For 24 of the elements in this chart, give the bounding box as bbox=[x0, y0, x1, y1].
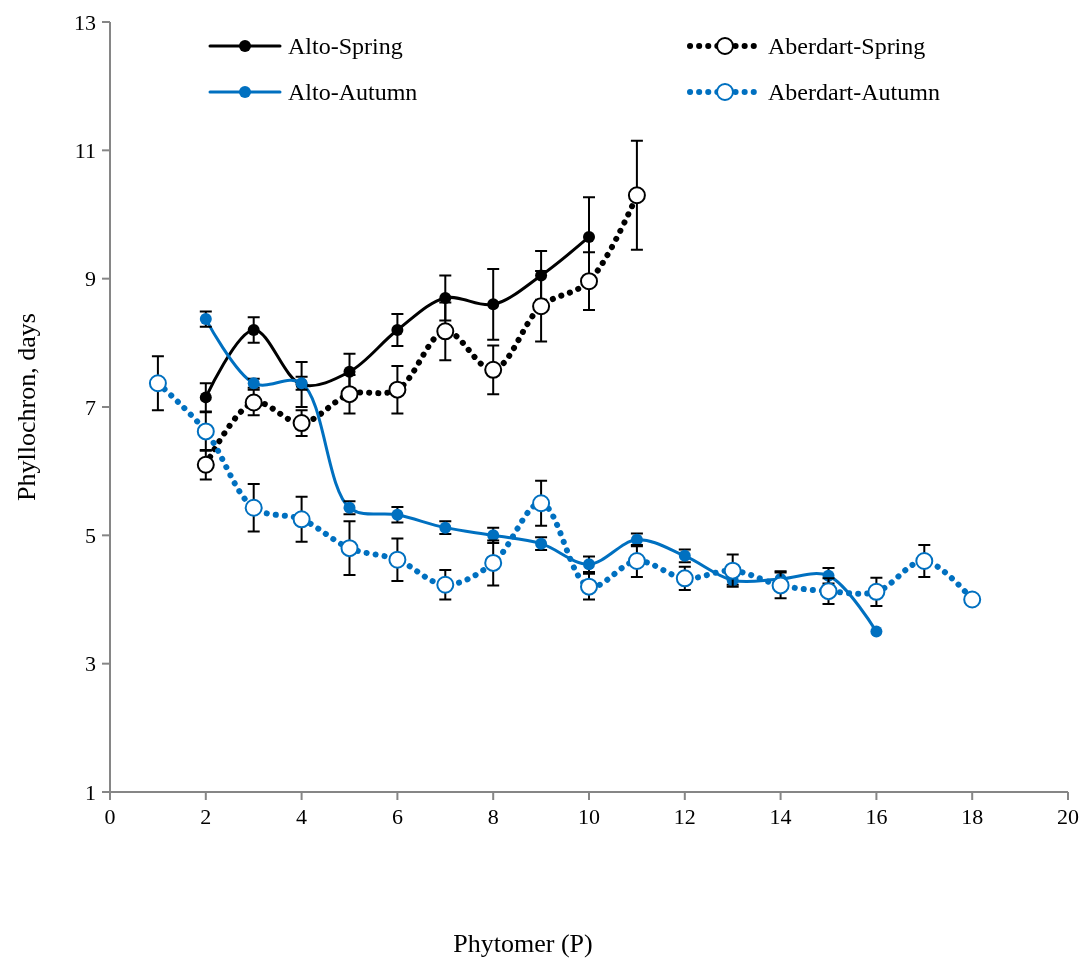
x-tick-label: 8 bbox=[487, 804, 499, 829]
y-tick-label: 5 bbox=[85, 523, 96, 549]
y-tick-label: 9 bbox=[85, 266, 96, 292]
x-tick-label: 0 bbox=[104, 804, 116, 829]
legend-label: Alto-Autumn bbox=[288, 79, 418, 106]
x-axis-title: Phytomer (P) bbox=[453, 929, 593, 958]
x-tick-label: 2 bbox=[200, 804, 212, 829]
y-axis-title: Phyllochron, days bbox=[12, 313, 41, 501]
x-tick-label: 18 bbox=[961, 804, 984, 829]
legend-label: Alto-Spring bbox=[288, 33, 403, 60]
x-tick-label: 6 bbox=[391, 804, 403, 829]
y-tick-label: 11 bbox=[74, 138, 96, 164]
x-tick-label: 14 bbox=[769, 804, 792, 829]
y-tick-label: 1 bbox=[85, 779, 96, 805]
x-tick-label: 10 bbox=[578, 804, 600, 829]
legend-label: Aberdart-Autumn bbox=[768, 79, 940, 106]
y-tick-label: 3 bbox=[85, 651, 96, 677]
x-tick-label: 4 bbox=[296, 804, 308, 829]
x-tick-label: 16 bbox=[865, 804, 888, 829]
y-tick-label: 13 bbox=[74, 9, 96, 35]
x-tick-label: 20 bbox=[1057, 804, 1079, 829]
y-tick-label: 7 bbox=[85, 394, 96, 420]
legend-label: Aberdart-Spring bbox=[768, 33, 926, 60]
x-tick-label: 12 bbox=[673, 804, 696, 829]
